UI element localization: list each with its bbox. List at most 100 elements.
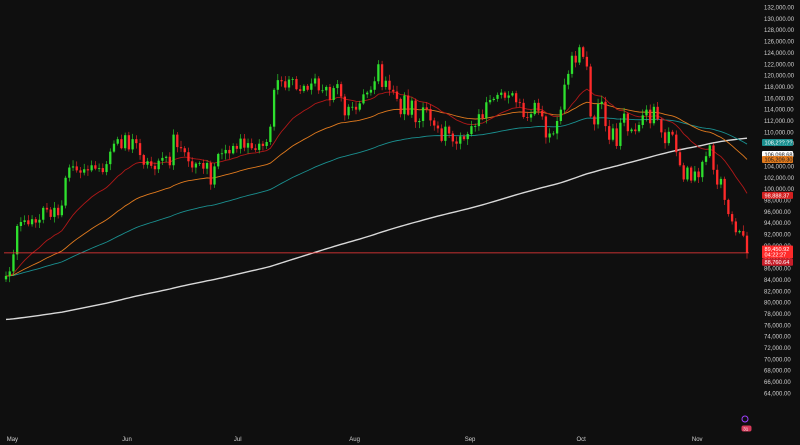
candle-body	[299, 89, 302, 91]
candle-body	[101, 168, 104, 173]
candle	[589, 63, 592, 118]
candle-body	[596, 103, 600, 125]
candle-body	[436, 125, 440, 129]
candle	[302, 84, 306, 93]
candle	[403, 92, 406, 121]
price-axis[interactable]: 132,000.00 130,000.00 128,000.00 126,000.00…	[764, 6, 795, 398]
candle	[224, 144, 227, 160]
candle-body	[176, 134, 179, 148]
candle-body	[347, 106, 350, 116]
candle-body	[380, 64, 384, 87]
candle	[507, 91, 510, 104]
candle	[112, 140, 116, 153]
candle-body	[466, 134, 469, 140]
candle	[656, 101, 659, 121]
candle-body	[552, 133, 555, 135]
candle-body	[254, 148, 257, 150]
candle	[325, 85, 328, 97]
candle-body	[537, 102, 540, 111]
candle	[246, 138, 250, 154]
candle-body	[354, 106, 358, 110]
candle	[514, 90, 518, 108]
candle	[425, 102, 428, 113]
candle-body	[712, 145, 715, 170]
candle-body	[429, 109, 432, 121]
event-icons[interactable]: 31	[741, 415, 752, 432]
calendar-event-icon[interactable]	[741, 425, 752, 432]
candle	[8, 267, 11, 283]
y-tick-label: 82,000.00	[764, 289, 791, 295]
x-tick-label: Nov	[692, 437, 703, 443]
candle	[328, 84, 332, 107]
candle-body	[205, 163, 209, 169]
y-tick-label: 112,000.00	[764, 119, 794, 125]
candle-body	[637, 124, 641, 132]
candle	[604, 96, 607, 132]
candle	[358, 100, 361, 112]
candle	[12, 249, 15, 276]
candle-body	[462, 136, 466, 140]
y-tick-label: 130,000.00	[764, 17, 795, 23]
candle	[686, 165, 689, 182]
candle-body	[392, 89, 395, 92]
candle-body	[622, 113, 626, 123]
candle-body	[272, 89, 276, 127]
candle	[250, 138, 253, 151]
candle	[168, 152, 171, 169]
candle-body	[224, 149, 227, 154]
candle-body	[544, 116, 548, 138]
candle	[373, 76, 376, 95]
candle	[652, 103, 656, 126]
candle	[120, 134, 123, 150]
candle	[689, 165, 693, 184]
candle	[83, 163, 86, 176]
candle-body	[730, 214, 734, 222]
candle-body	[719, 178, 723, 185]
candle-body	[358, 103, 361, 110]
candle-body	[507, 95, 510, 98]
candle	[440, 124, 443, 143]
candle	[742, 225, 745, 238]
candle-body	[615, 128, 618, 146]
candle-body	[75, 166, 78, 171]
candle-body	[332, 88, 335, 101]
event-ring-icon[interactable]	[741, 415, 749, 423]
candle	[455, 136, 458, 150]
candle	[131, 133, 134, 153]
candle-body	[362, 94, 365, 104]
candle-body	[541, 110, 544, 117]
candle-body	[191, 161, 194, 168]
candle-body	[377, 64, 380, 82]
candle	[202, 159, 205, 174]
y-tick-label: 126,000.00	[764, 40, 795, 46]
candle	[332, 85, 335, 103]
candle-body	[313, 78, 317, 84]
time-axis[interactable]: May Jun Jul Aug Sep Oct Nov	[7, 437, 703, 443]
candle-body	[686, 167, 689, 180]
candle	[701, 160, 704, 182]
candle	[719, 176, 723, 189]
candle	[209, 160, 212, 190]
candle-body	[120, 139, 123, 149]
y-tick-label: 98,000.00	[764, 198, 791, 204]
moving-averages	[5, 88, 748, 321]
candle-body	[94, 165, 97, 169]
candle-body	[697, 171, 700, 178]
last-price-tag-text: 89,450.92	[765, 247, 790, 253]
candle	[116, 136, 119, 146]
candle	[377, 60, 380, 85]
candle-body	[179, 147, 183, 149]
candle-body	[559, 109, 562, 121]
candle-body	[90, 165, 93, 171]
candle-body	[555, 121, 559, 134]
candle	[90, 160, 93, 173]
candle	[336, 80, 339, 95]
candle-body	[235, 145, 239, 149]
candle	[150, 156, 153, 169]
candle-body	[209, 163, 212, 185]
candle-body	[675, 134, 678, 153]
y-tick-label: 124,000.00	[764, 51, 795, 57]
candle-body	[421, 107, 425, 121]
candle	[142, 153, 145, 169]
